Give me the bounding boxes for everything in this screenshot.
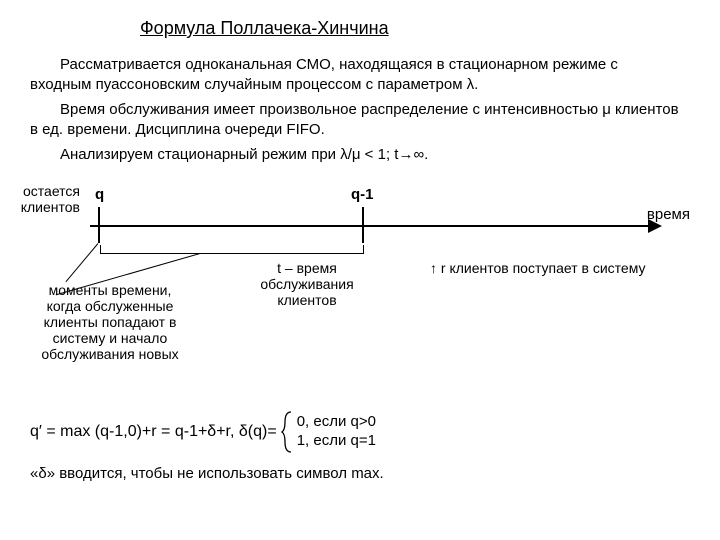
paragraph-1-text: Рассматривается одноканальная СМО, наход… [30, 56, 618, 93]
formula-lhs: q′ = max (q-1,0)+r = q-1+δ+r, δ(q)= [30, 423, 277, 441]
page-title: Формула Поллачека-Хинчина [140, 18, 389, 39]
lead-line-1 [65, 243, 98, 282]
left-axis-label: остается клиентов [20, 183, 80, 215]
t-service-label: t – время обслуживания клиентов [252, 260, 362, 308]
moments-label: моменты времени, когда обслуженные клиен… [30, 282, 190, 362]
case-1: 1, если q=1 [297, 432, 376, 451]
paragraph-1: Рассматривается одноканальная СМО, наход… [30, 55, 680, 94]
case-0: 0, если q>0 [297, 413, 376, 432]
tick-q [98, 207, 100, 243]
paragraph-3-text: Анализируем стационарный режим при λ/μ <… [60, 146, 428, 163]
left-brace-icon [281, 410, 293, 454]
formula-line: q′ = max (q-1,0)+r = q-1+δ+r, δ(q)= 0, е… [30, 410, 376, 454]
arrowhead-icon [648, 219, 662, 233]
r-arrivals-label: ↑ r клиентов поступает в систему [430, 260, 646, 276]
paragraph-2: Время обслуживания имеет произвольное ра… [30, 100, 680, 139]
tick-q1 [362, 207, 364, 243]
delta-note: «δ» вводится, чтобы не использовать симв… [30, 465, 384, 482]
timeline-axis [90, 225, 650, 227]
formula-cases: 0, если q>0 1, если q=1 [297, 413, 376, 451]
paragraph-3: Анализируем стационарный режим при λ/μ <… [30, 145, 680, 165]
q-label: q [95, 186, 104, 203]
bracket-under-t [100, 245, 364, 254]
q-minus-1-label: q-1 [351, 186, 374, 203]
paragraph-2-text: Время обслуживания имеет произвольное ра… [30, 101, 679, 138]
